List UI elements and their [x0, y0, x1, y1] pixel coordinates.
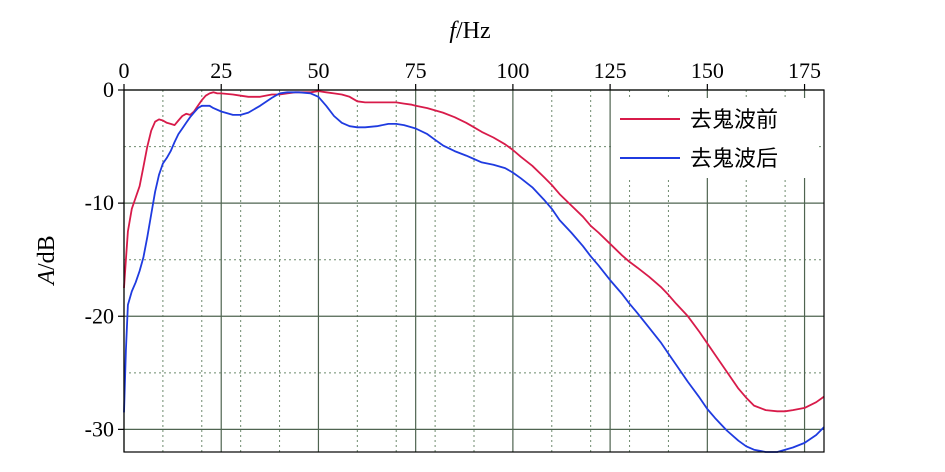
x-tick-label: 150	[691, 58, 724, 83]
series-line-before-deghosting	[123, 90, 825, 413]
y-axis-title-unit: /dB	[34, 235, 60, 270]
y-axis: 0 -10 -20 -30	[85, 77, 124, 441]
x-axis-title: f/Hz	[449, 18, 490, 44]
legend: 去鬼波前 去鬼波后	[612, 98, 818, 178]
x-tick-label: 125	[594, 58, 627, 83]
series-lines	[123, 90, 825, 453]
x-tick-label: 50	[307, 58, 329, 83]
y-tick-label: 0	[103, 77, 114, 102]
plot-frame	[123, 89, 825, 453]
series-line-after-deghosting	[123, 91, 825, 453]
y-tick-label: -20	[85, 303, 114, 328]
y-axis-title: A/dB	[34, 235, 60, 286]
y-axis-title-symbol: A	[34, 270, 60, 287]
x-axis: 0 25 50 75 100 125 150 175	[119, 58, 821, 90]
x-tick-label: 0	[119, 58, 130, 83]
x-tick-label: 175	[788, 58, 821, 83]
y-tick-label: -10	[85, 190, 114, 215]
y-tick-label: -30	[85, 416, 114, 441]
x-axis-title-unit: /Hz	[456, 18, 491, 44]
x-axis-title-symbol: f	[449, 18, 459, 44]
legend-background	[612, 98, 818, 178]
x-tick-label: 100	[496, 58, 529, 83]
x-tick-label: 75	[405, 58, 427, 83]
legend-label-before-deghosting: 去鬼波前	[690, 108, 778, 133]
x-tick-label: 25	[210, 58, 232, 83]
legend-label-after-deghosting: 去鬼波后	[690, 147, 778, 172]
